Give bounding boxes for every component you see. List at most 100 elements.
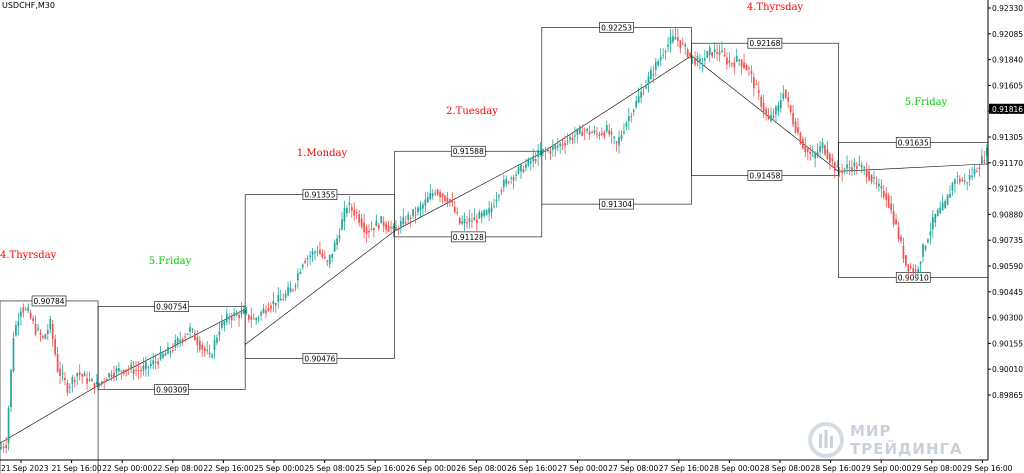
day-open-close-line — [541, 55, 692, 153]
candle-body — [294, 285, 297, 287]
current-price-label: 0.91816 — [992, 105, 1023, 114]
candle-body — [728, 60, 731, 63]
candle-body — [164, 353, 167, 356]
candle-body — [640, 91, 642, 98]
candle-body — [49, 318, 52, 330]
candle-body — [601, 133, 603, 135]
candle-body — [233, 312, 235, 316]
candle-body — [368, 230, 370, 233]
candle-body — [944, 201, 946, 208]
day-high-label: 0.91635 — [898, 138, 929, 147]
candle-body — [7, 408, 10, 444]
day-high-label-box — [450, 145, 486, 157]
candle-body — [860, 165, 863, 168]
candle-body — [718, 52, 721, 55]
candle-body — [880, 186, 883, 189]
candle-body — [853, 162, 856, 167]
candle-body — [885, 193, 888, 200]
candle-body — [949, 193, 951, 198]
day-high-label: 0.92168 — [749, 39, 780, 48]
candle-body — [444, 195, 446, 202]
day-low-label: 0.90910 — [898, 273, 929, 282]
day-low-label-box — [450, 231, 486, 243]
candle-body — [441, 193, 444, 198]
price-tick-label: 0.91840 — [992, 56, 1023, 65]
candle-body — [532, 156, 535, 162]
candle-body — [912, 268, 915, 273]
candle-body — [517, 167, 520, 174]
candle-body — [848, 167, 851, 169]
candle-body — [868, 171, 870, 181]
candle-body — [81, 374, 83, 377]
candle-body — [211, 354, 213, 358]
day-box — [691, 42, 839, 176]
time-tick-label: 26 Sep 16:00 — [507, 464, 557, 473]
candle-body — [907, 264, 910, 272]
candle-body — [64, 378, 66, 380]
price-tick-label: 0.91305 — [992, 133, 1023, 142]
candle-body — [922, 244, 924, 258]
candle-body — [490, 207, 493, 213]
candle-body — [216, 337, 218, 343]
day-high-label: 0.92253 — [601, 23, 632, 32]
candle-body — [772, 115, 775, 118]
candle-body — [88, 379, 91, 381]
candle-body — [650, 70, 652, 80]
candle-body — [507, 181, 510, 183]
day-box — [394, 150, 543, 238]
candle-body — [931, 217, 934, 230]
candle-body — [667, 44, 669, 47]
candle-body — [436, 189, 439, 195]
candle-body — [404, 221, 407, 224]
candle-body — [306, 257, 309, 259]
candle-body — [505, 178, 508, 185]
candle-body — [358, 214, 361, 223]
candle-body — [765, 108, 767, 114]
candle-body — [250, 316, 253, 321]
candle-body — [637, 96, 640, 103]
candle-body — [15, 325, 17, 336]
day-high-label-box — [747, 37, 783, 49]
candle-body — [287, 287, 289, 296]
candle-body — [951, 183, 954, 191]
candle-body — [684, 44, 687, 47]
candle-body — [44, 334, 47, 339]
candle-body — [726, 57, 728, 65]
candle-body — [686, 49, 689, 58]
candle-body — [34, 324, 37, 335]
candle-body — [887, 195, 890, 208]
candle-body — [983, 160, 986, 162]
candle-body — [900, 236, 902, 242]
candle-body — [787, 97, 790, 102]
candle-body — [270, 305, 272, 309]
candle-body — [321, 253, 324, 258]
candle-body — [539, 150, 542, 155]
candle-body — [113, 372, 115, 378]
candle-body — [711, 52, 714, 57]
candle-body — [488, 208, 490, 214]
candle-body — [605, 125, 608, 132]
candle-body — [66, 382, 69, 393]
candle-body — [689, 52, 691, 56]
candle-body — [184, 336, 186, 338]
watermark-line2: ТРЕЙДИНГА — [850, 440, 963, 458]
time-tick-label: 21 Sep 16:00 — [52, 464, 102, 473]
candle-body — [59, 368, 61, 376]
candle-body — [319, 249, 321, 254]
candle-body — [100, 381, 103, 384]
candle-body — [201, 344, 204, 350]
candle-body — [235, 313, 238, 316]
candle-body — [17, 321, 20, 326]
candle-body — [218, 331, 221, 336]
candle-body — [392, 225, 395, 230]
candle-body — [468, 218, 471, 222]
candle-body — [466, 222, 468, 224]
price-tick-label: 0.90735 — [992, 236, 1023, 245]
candle-body — [681, 43, 684, 45]
candle-body — [716, 52, 718, 54]
candle-body — [520, 164, 522, 172]
candle-body — [71, 377, 74, 384]
candle-body — [336, 238, 338, 245]
candle-body — [198, 340, 201, 350]
candle-body — [39, 332, 42, 335]
